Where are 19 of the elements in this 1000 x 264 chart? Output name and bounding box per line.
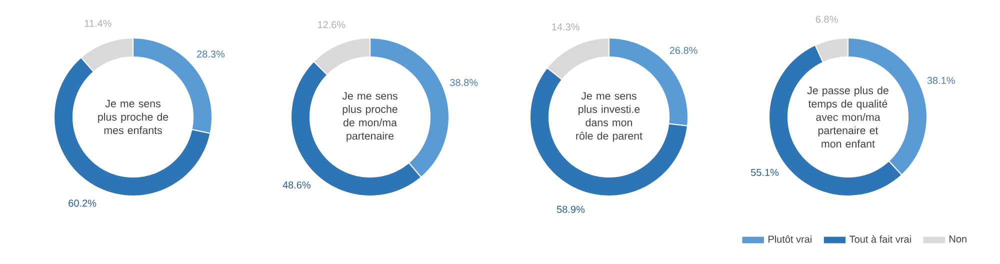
text: Je me sens plus proche de mes enfants (98, 100, 168, 134)
data-label: 38.1% (927, 76, 955, 84)
data-label: 6.8% (816, 16, 838, 23)
data-label: 14.3% (552, 23, 580, 30)
legend-label: Tout à fait vrai (850, 235, 911, 243)
text: Je passe plus de temps de qualité avec mon/ma partenaire et mon enfant (807, 86, 888, 148)
data-label: 48.6% (282, 181, 310, 189)
data-label: 58.9% (556, 206, 585, 213)
legend-label: Non (950, 236, 966, 243)
data-label: 12.6% (318, 21, 346, 28)
data-label: 38.8% (450, 78, 478, 86)
legend-label: Plutôt vrai (768, 235, 812, 243)
data-label: 55.1% (750, 168, 779, 176)
text: Je me sens plus proche de mon/ma partenaire (342, 92, 398, 142)
data-label: 28.3% (197, 50, 225, 58)
data-label: 26.8% (670, 46, 698, 54)
data-label: 11.4% (84, 20, 112, 27)
data-label: 60.2% (68, 200, 96, 207)
text: Je me sens plus investi.e dans mon rôle de parent (576, 92, 642, 142)
